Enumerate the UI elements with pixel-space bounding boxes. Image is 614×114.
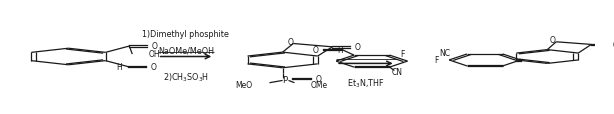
Text: P: P [282, 75, 287, 84]
Text: 2)CH$_3$SO$_3$H: 2)CH$_3$SO$_3$H [163, 71, 209, 84]
Text: OH: OH [149, 49, 160, 58]
Text: NaOMe/MeOH: NaOMe/MeOH [158, 46, 214, 55]
Text: O: O [316, 74, 321, 83]
Text: H: H [117, 62, 122, 71]
Text: H: H [338, 45, 343, 54]
Text: O: O [550, 36, 556, 45]
Text: F: F [434, 56, 438, 65]
Text: Et$_3$N,THF: Et$_3$N,THF [347, 77, 384, 89]
Text: 1)Dimethyl phosphite: 1)Dimethyl phosphite [142, 30, 230, 39]
Text: O: O [152, 42, 157, 51]
Text: F: F [400, 50, 405, 59]
Text: O: O [288, 37, 294, 46]
Text: O: O [612, 40, 614, 49]
Text: CN: CN [391, 68, 402, 77]
Text: OMe: OMe [311, 80, 328, 89]
Text: NC: NC [440, 49, 450, 58]
Text: MeO: MeO [236, 80, 253, 89]
Text: O: O [313, 45, 319, 54]
Text: O: O [354, 43, 360, 52]
Text: O: O [150, 62, 156, 71]
